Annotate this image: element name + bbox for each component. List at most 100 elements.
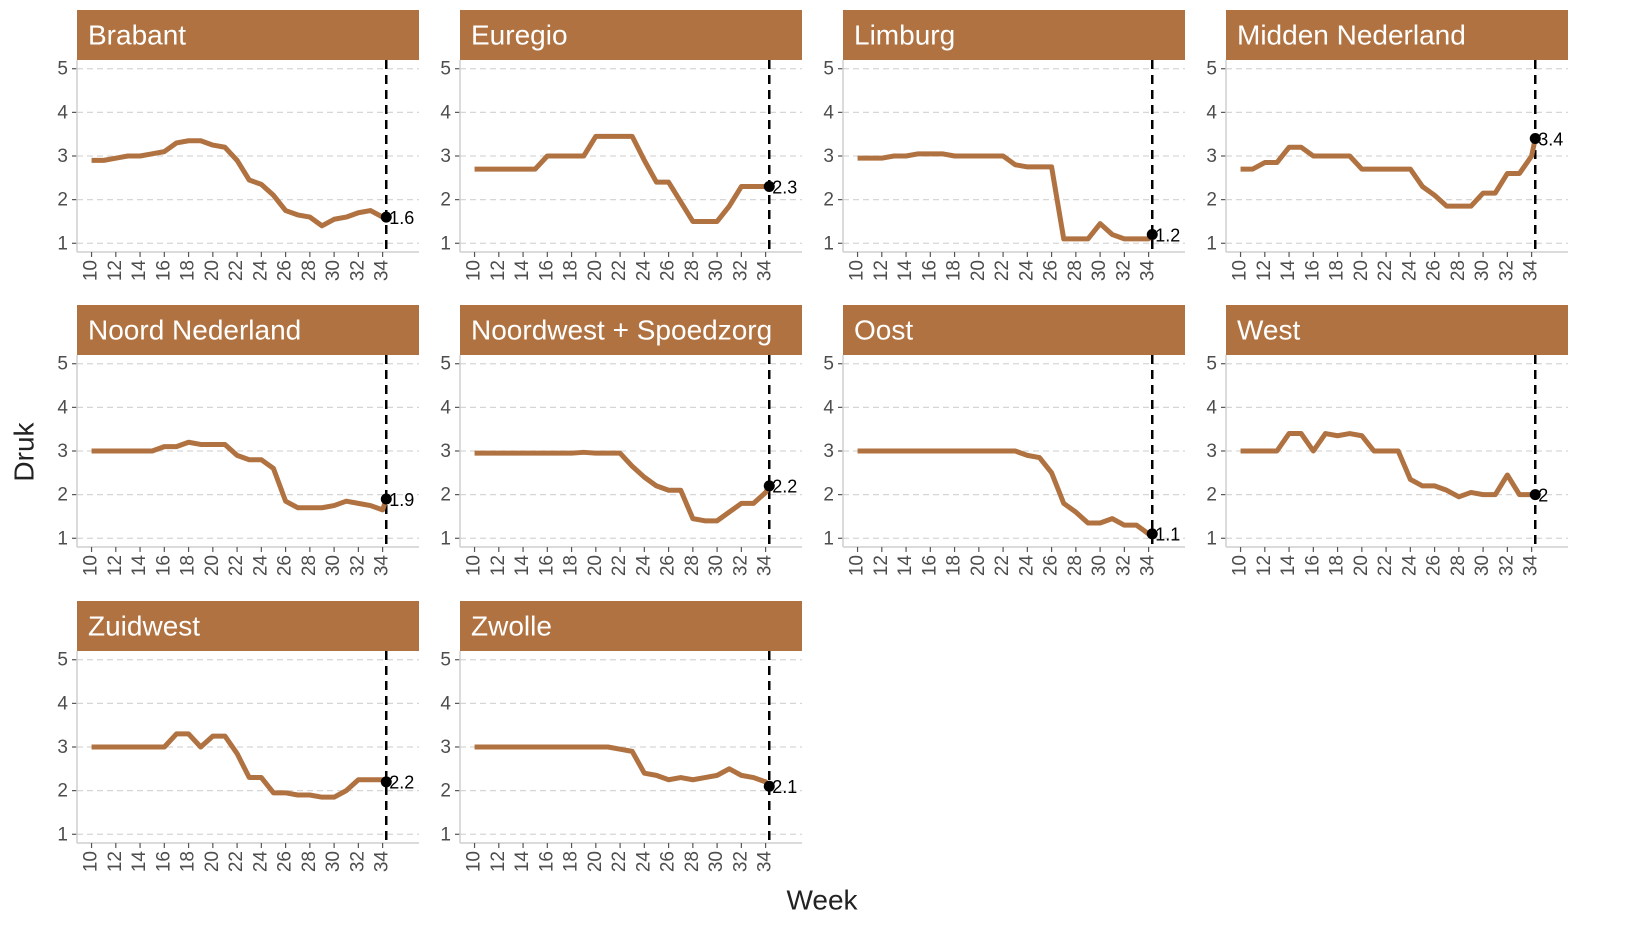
x-tick-label: 16: [153, 260, 174, 281]
x-tick-label: 30: [323, 555, 344, 576]
strip-title: Zuidwest: [88, 610, 200, 641]
x-tick-label: 12: [488, 555, 509, 576]
x-tick-label: 26: [658, 851, 679, 872]
last-point: [380, 493, 392, 505]
x-tick-label: 22: [1375, 555, 1396, 576]
x-tick-label: 18: [178, 555, 199, 576]
strip: [460, 601, 802, 651]
x-tick-label: 34: [1138, 555, 1159, 577]
value-label: 1.9: [389, 490, 414, 510]
y-tick-label: 4: [823, 397, 834, 418]
y-tick-label: 2: [57, 485, 68, 506]
y-tick-label: 3: [1206, 146, 1217, 167]
x-tick-label: 22: [226, 851, 247, 872]
y-tick-label: 1: [1206, 233, 1217, 254]
y-tick-label: 1: [823, 528, 834, 549]
value-label: 2: [1538, 485, 1548, 505]
x-tick-label: 10: [81, 851, 102, 872]
value-label: 3.4: [1538, 129, 1563, 149]
strip: [843, 305, 1185, 355]
x-tick-label: 18: [561, 851, 582, 872]
x-tick-label: 10: [81, 260, 102, 281]
y-tick-label: 2: [440, 485, 451, 506]
value-label: 2.3: [772, 177, 797, 197]
value-label: 1.2: [1155, 225, 1180, 245]
x-tick-label: 32: [1496, 555, 1517, 576]
y-tick-label: 3: [823, 146, 834, 167]
data-line: [1240, 138, 1538, 209]
x-tick-label: 16: [919, 555, 940, 576]
x-tick-label: 18: [561, 260, 582, 281]
x-tick-label: 18: [178, 851, 199, 872]
x-tick-label: 34: [755, 851, 776, 873]
x-tick-label: 24: [633, 260, 654, 282]
x-tick-label: 26: [1041, 555, 1062, 576]
y-tick-label: 4: [440, 693, 451, 714]
x-tick-label: 18: [1327, 555, 1348, 576]
x-tick-label: 26: [658, 555, 679, 576]
x-tick-label: 14: [129, 851, 150, 873]
x-tick-label: 30: [1089, 555, 1110, 576]
y-tick-label: 2: [440, 190, 451, 211]
y-tick-label: 4: [57, 102, 68, 123]
data-line: [474, 449, 772, 524]
y-tick-label: 5: [1206, 354, 1217, 375]
strip-title: Midden Nederland: [1237, 19, 1466, 50]
x-tick-label: 32: [730, 851, 751, 872]
x-tick-label: 28: [1065, 260, 1086, 281]
x-tick-label: 16: [153, 555, 174, 576]
x-tick-label: 10: [464, 260, 485, 281]
y-tick-label: 2: [440, 781, 451, 802]
strip-title: Euregio: [471, 19, 568, 50]
x-tick-label: 26: [1424, 260, 1445, 281]
x-tick-label: 24: [250, 555, 271, 577]
last-point: [1146, 229, 1158, 241]
x-tick-label: 24: [250, 260, 271, 282]
x-tick-label: 26: [275, 260, 296, 281]
y-tick-label: 4: [440, 397, 451, 418]
strip: [460, 305, 802, 355]
x-tick-label: 28: [682, 260, 703, 281]
y-tick-label: 5: [823, 354, 834, 375]
y-tick-label: 1: [1206, 528, 1217, 549]
x-tick-label: 16: [1302, 555, 1323, 576]
strip: [1226, 305, 1568, 355]
x-axis-title: Week: [786, 884, 858, 915]
x-tick-label: 12: [488, 851, 509, 872]
x-tick-label: 24: [1399, 555, 1420, 577]
last-point: [380, 776, 392, 788]
y-tick-label: 2: [1206, 485, 1217, 506]
data-line: [474, 133, 770, 224]
x-tick-label: 34: [372, 260, 393, 282]
strip-title: West: [1237, 314, 1300, 345]
y-tick-label: 3: [440, 441, 451, 462]
value-label: 2.1: [772, 777, 797, 797]
last-point: [763, 181, 775, 193]
x-tick-label: 16: [536, 260, 557, 281]
x-tick-label: 32: [730, 260, 751, 281]
x-tick-label: 30: [1472, 555, 1493, 576]
value-label: 1.1: [1155, 525, 1180, 545]
x-tick-label: 34: [755, 260, 776, 282]
x-tick-label: 30: [1089, 260, 1110, 281]
x-tick-label: 10: [464, 555, 485, 576]
x-tick-label: 28: [299, 851, 320, 872]
x-tick-label: 34: [372, 555, 393, 577]
x-tick-label: 10: [1230, 260, 1251, 281]
x-tick-label: 14: [895, 555, 916, 577]
strip-title: Oost: [854, 314, 913, 345]
value-label: 2.2: [389, 773, 414, 793]
y-tick-label: 1: [440, 233, 451, 254]
y-tick-label: 5: [440, 650, 451, 671]
strip-title: Noordwest + Spoedzorg: [471, 314, 772, 345]
x-tick-label: 24: [1399, 260, 1420, 282]
y-tick-label: 5: [57, 650, 68, 671]
x-tick-label: 14: [895, 260, 916, 282]
x-tick-label: 20: [202, 555, 223, 576]
strip: [843, 10, 1185, 60]
x-tick-label: 10: [1230, 555, 1251, 576]
x-tick-label: 24: [633, 555, 654, 577]
x-tick-label: 24: [1016, 555, 1037, 577]
